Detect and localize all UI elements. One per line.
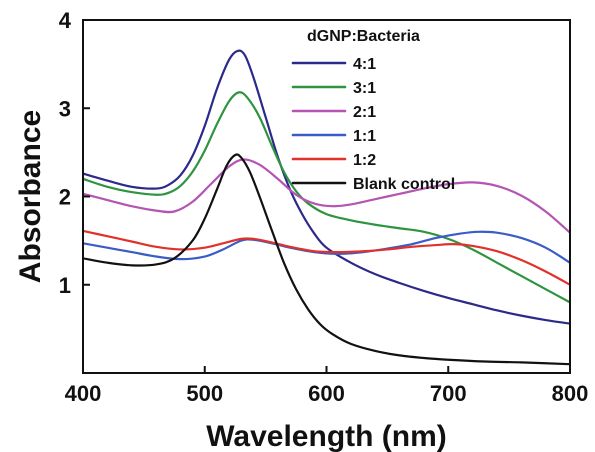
y-tick-label-3: 4 — [59, 8, 72, 33]
legend-label-4: 1:2 — [353, 152, 376, 169]
y-axis-title: Absorbance — [14, 110, 47, 283]
plot-frame — [82, 19, 571, 374]
series-line-1 — [83, 91, 570, 304]
x-tick-label-3: 700 — [430, 381, 467, 406]
legend-label-2: 2:1 — [353, 104, 376, 121]
x-tick-label-1: 500 — [186, 381, 223, 406]
x-axis-title: Wavelength (nm) — [206, 420, 447, 452]
y-tick-label-0: 1 — [59, 273, 71, 298]
legend: dGNP:Bacteria 4:1 3:1 2:1 1:1 1:2 Blank contro… — [291, 28, 455, 193]
series-line-2 — [83, 158, 570, 234]
series-lines — [83, 49, 570, 366]
series-line-4 — [83, 229, 570, 286]
x-axis: 400 500 600 700 800 — [65, 366, 589, 406]
legend-label-3: 1:1 — [353, 128, 376, 145]
y-axis: 1 2 3 4 — [59, 8, 90, 298]
legend-label-5: Blank control — [353, 176, 455, 193]
y-tick-label-1: 2 — [59, 185, 71, 210]
series-line-0 — [83, 49, 570, 325]
x-tick-label-4: 800 — [552, 381, 589, 406]
legend-label-1: 3:1 — [353, 80, 376, 97]
series-line-5 — [83, 153, 570, 366]
x-tick-label-0: 400 — [65, 381, 102, 406]
legend-label-0: 4:1 — [353, 56, 376, 73]
y-tick-label-2: 3 — [59, 96, 71, 121]
legend-title: dGNP:Bacteria — [307, 28, 420, 45]
x-tick-label-2: 600 — [308, 381, 345, 406]
